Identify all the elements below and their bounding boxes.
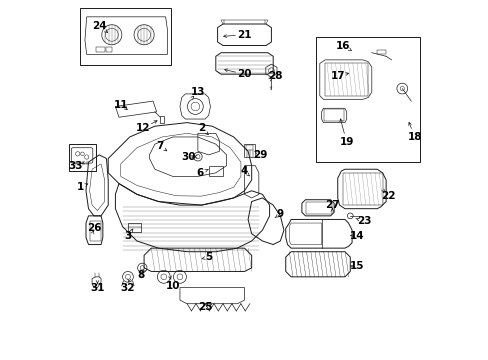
Text: 10: 10 (165, 281, 180, 291)
Text: 9: 9 (276, 209, 284, 219)
Text: 14: 14 (349, 231, 364, 240)
Text: 30: 30 (182, 152, 196, 162)
Text: 31: 31 (90, 283, 104, 293)
Text: 7: 7 (156, 141, 163, 151)
Text: 19: 19 (339, 138, 353, 147)
Bar (80, 8, 171, 65)
Text: 16: 16 (335, 41, 349, 50)
Text: 6: 6 (196, 168, 203, 178)
Bar (89, 221, 101, 241)
Text: 2: 2 (198, 123, 204, 133)
Text: 5: 5 (204, 252, 212, 262)
Bar (244, 144, 254, 157)
Text: 29: 29 (253, 150, 267, 160)
Bar (343, 173, 382, 205)
Text: 22: 22 (380, 191, 394, 201)
Bar (159, 116, 163, 123)
Text: 21: 21 (237, 30, 251, 40)
Bar (106, 47, 112, 51)
Text: 26: 26 (87, 224, 102, 233)
Bar (245, 145, 253, 150)
Bar (376, 50, 386, 54)
Bar (69, 144, 96, 171)
Text: 15: 15 (349, 261, 364, 271)
Text: 20: 20 (237, 69, 251, 79)
Text: 18: 18 (407, 132, 421, 142)
Text: 13: 13 (190, 87, 204, 97)
Text: 11: 11 (113, 100, 128, 110)
Text: 23: 23 (357, 216, 371, 226)
Text: 12: 12 (136, 123, 150, 133)
Bar (316, 37, 419, 162)
Text: 33: 33 (68, 161, 83, 171)
Text: 8: 8 (137, 270, 144, 280)
Text: 3: 3 (124, 231, 131, 240)
Bar (96, 46, 104, 52)
Text: 4: 4 (240, 166, 248, 176)
Text: 25: 25 (198, 302, 212, 312)
Text: 27: 27 (325, 200, 339, 210)
Text: 32: 32 (121, 283, 135, 293)
Bar (305, 202, 331, 214)
Bar (324, 109, 344, 121)
Bar (325, 63, 367, 96)
Text: 17: 17 (330, 71, 345, 81)
Text: 24: 24 (92, 21, 106, 31)
Text: 28: 28 (267, 71, 282, 81)
Text: 1: 1 (77, 182, 84, 192)
